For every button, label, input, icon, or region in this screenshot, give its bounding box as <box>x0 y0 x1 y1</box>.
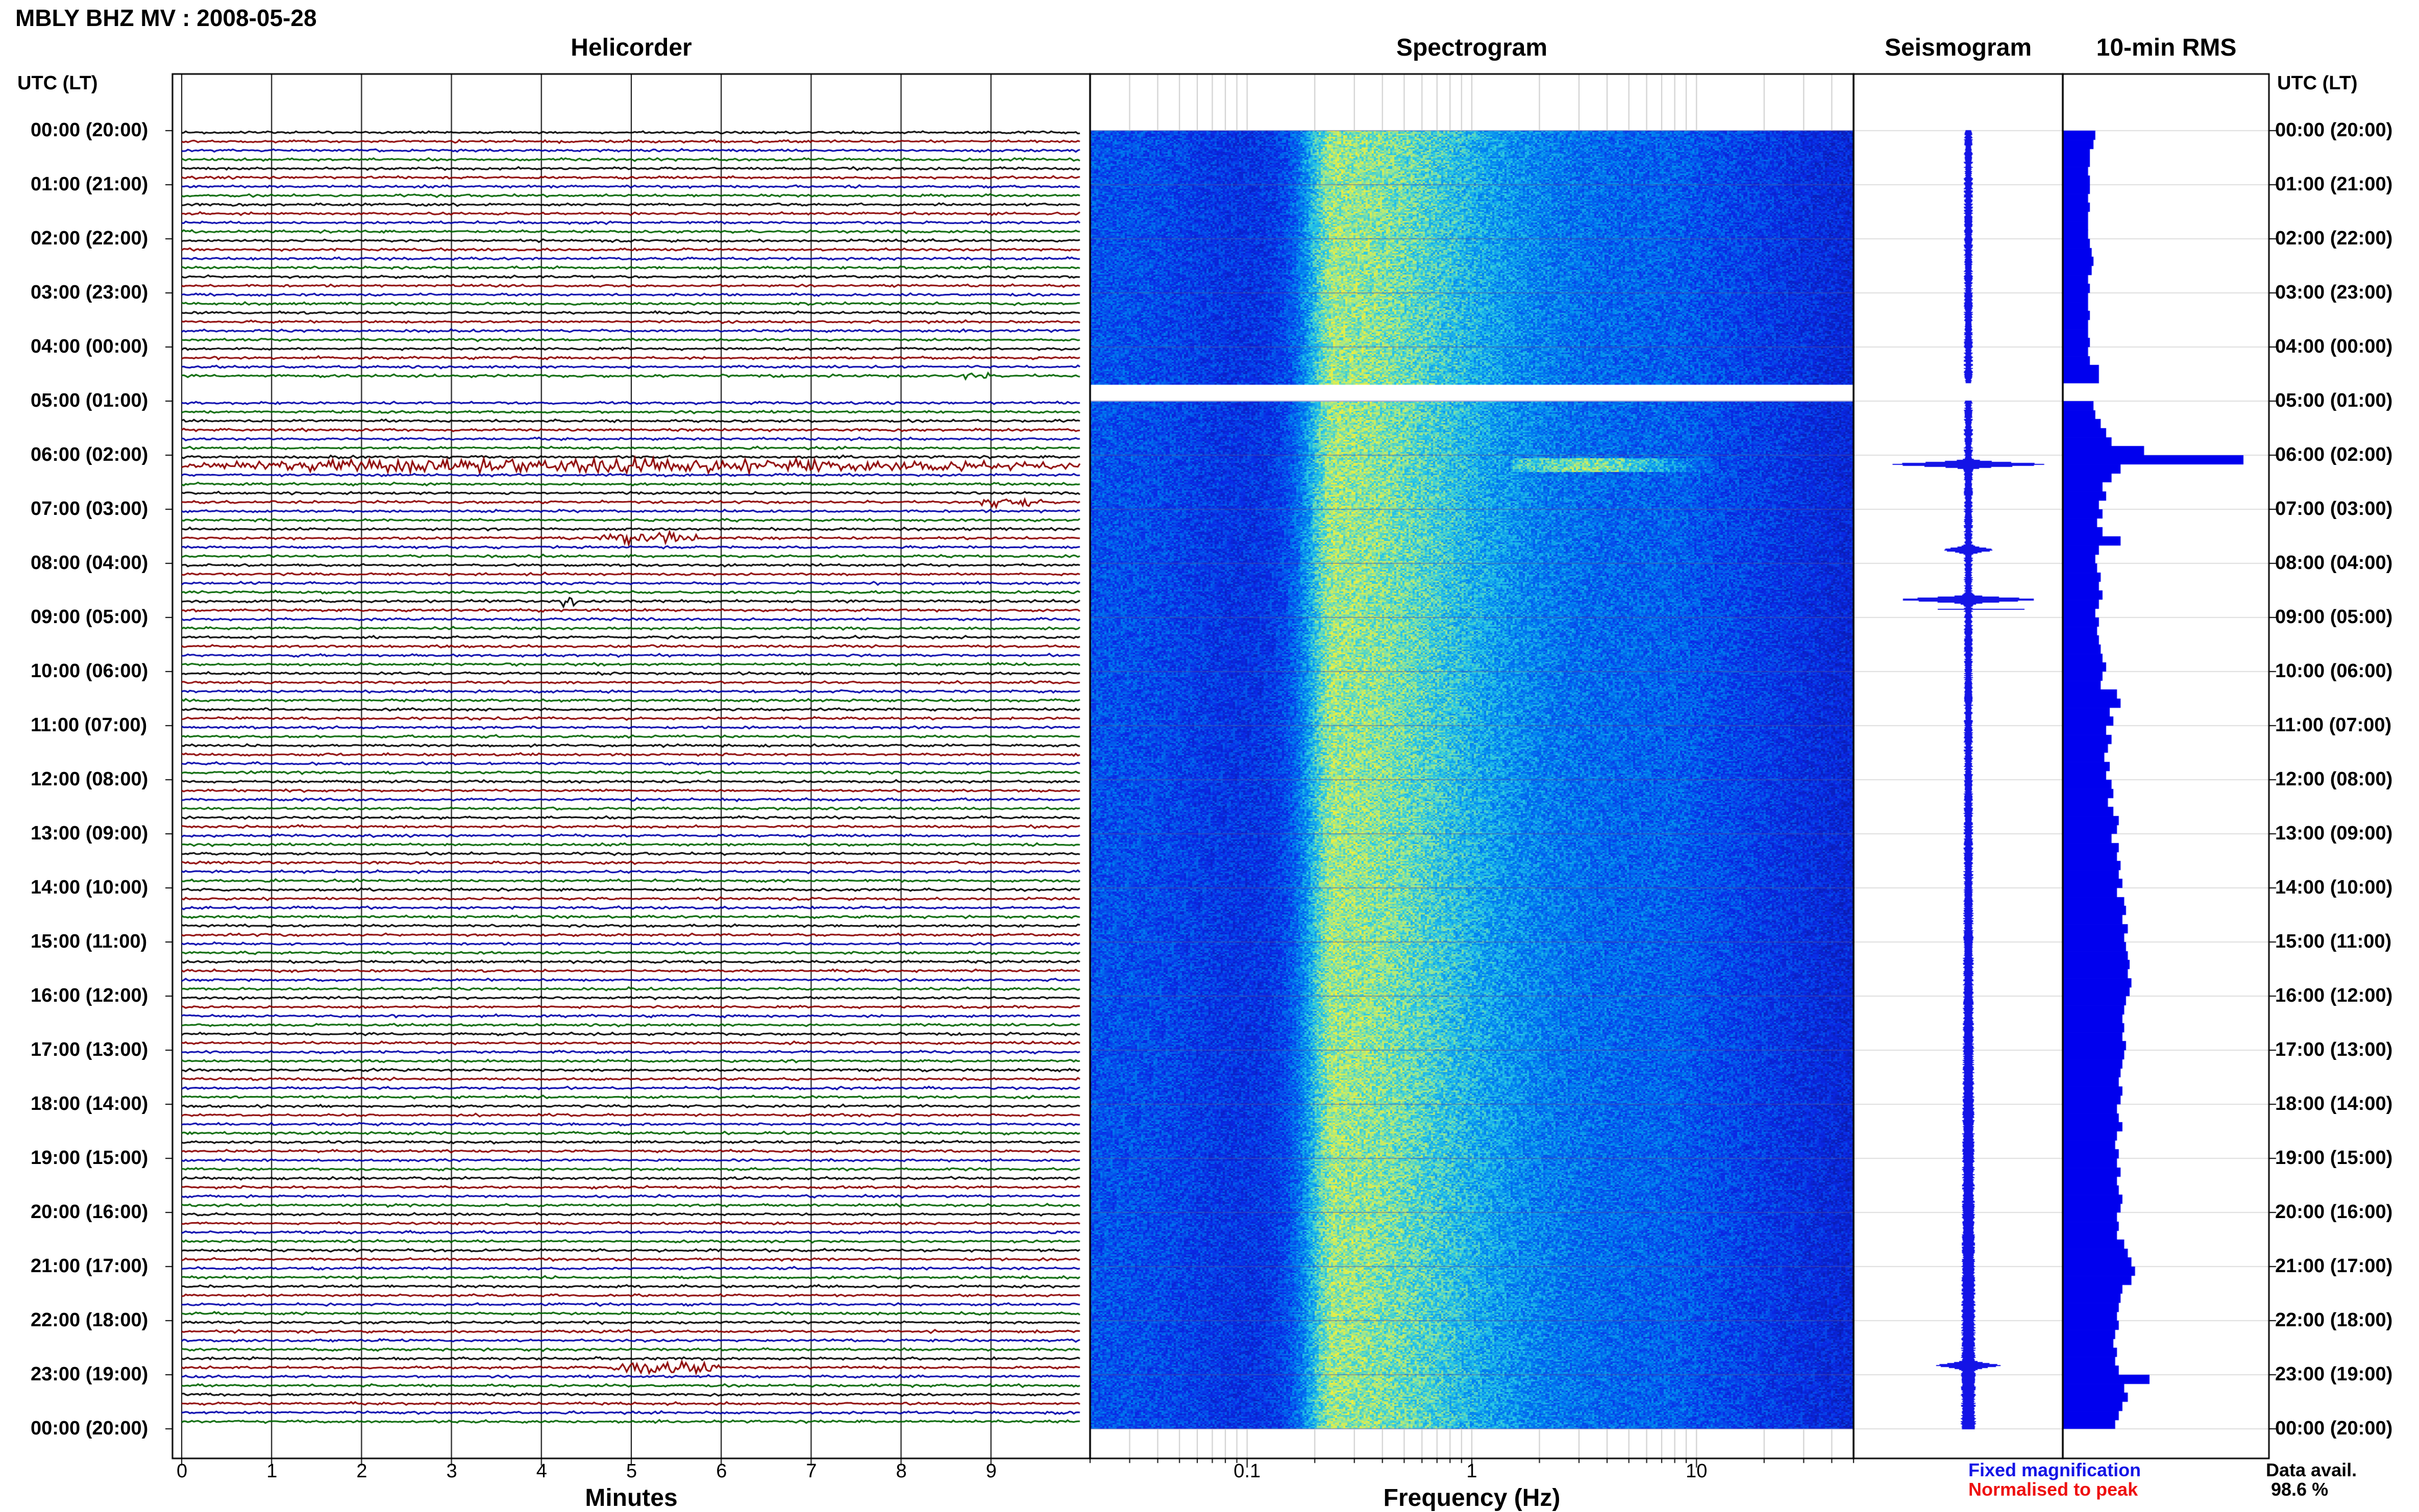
y-label-right: 07:00 (03:00) <box>2275 498 2393 519</box>
y-label-left: 07:00 (03:00) <box>31 498 149 519</box>
y-label-left: 19:00 (15:00) <box>31 1147 149 1169</box>
y-label-left: 00:00 (20:00) <box>31 1418 149 1439</box>
y-label-left: 22:00 (18:00) <box>31 1309 149 1331</box>
y-label-left: 20:00 (16:00) <box>31 1201 149 1223</box>
y-label-right: 21:00 (17:00) <box>2275 1255 2393 1277</box>
helicorder-x-label: Minutes <box>585 1484 678 1511</box>
y-label-left: 01:00 (21:00) <box>31 173 149 195</box>
y-label-right: 18:00 (14:00) <box>2275 1093 2393 1114</box>
spectrogram-title: Spectrogram <box>1396 34 1548 61</box>
y-label-left: 13:00 (09:00) <box>31 823 149 844</box>
y-label-left: 12:00 (08:00) <box>31 769 149 790</box>
y-label-right: 02:00 (22:00) <box>2275 228 2393 249</box>
y-label-left: 21:00 (17:00) <box>31 1255 149 1277</box>
y-label-left: 14:00 (10:00) <box>31 877 149 898</box>
y-label-right: 01:00 (21:00) <box>2275 173 2393 195</box>
spectrogram-x-tick: 1 <box>1466 1460 1477 1482</box>
helicorder-x-tick: 0 <box>177 1460 188 1482</box>
data-availability-value: 98.6 % <box>2271 1479 2329 1500</box>
y-label-right: 17:00 (13:00) <box>2275 1039 2393 1060</box>
y-label-right: 12:00 (08:00) <box>2275 769 2393 790</box>
legend-normalised-to-peak: Normalised to peak <box>1968 1479 2138 1500</box>
y-label-right: 03:00 (23:00) <box>2275 282 2393 303</box>
y-label-right: 14:00 (10:00) <box>2275 877 2393 898</box>
seismogram-title: Seismogram <box>1884 34 2032 61</box>
helicorder-x-tick: 3 <box>446 1460 457 1482</box>
y-label-right: 05:00 (01:00) <box>2275 390 2393 411</box>
helicorder-x-tick: 4 <box>536 1460 547 1482</box>
data-availability-label: Data avail. <box>2266 1459 2357 1480</box>
y-label-left: 09:00 (05:00) <box>31 606 149 628</box>
y-label-left: 23:00 (19:00) <box>31 1364 149 1385</box>
y-label-left: 04:00 (00:00) <box>31 336 149 357</box>
y-label-left: 06:00 (02:00) <box>31 444 149 465</box>
y-label-left: 10:00 (06:00) <box>31 660 149 682</box>
y-label-right: 11:00 (07:00) <box>2275 714 2392 736</box>
legend-fixed-magnification: Fixed magnification <box>1968 1459 2141 1480</box>
spectrogram-x-tick: 0.1 <box>1233 1460 1261 1482</box>
y-label-right: 10:00 (06:00) <box>2275 660 2393 682</box>
helicorder-x-tick: 2 <box>356 1460 367 1482</box>
helicorder-x-tick: 1 <box>266 1460 278 1482</box>
y-label-left: 18:00 (14:00) <box>31 1093 149 1114</box>
y-label-right: 00:00 (20:00) <box>2275 1418 2393 1439</box>
spectrogram-x-tick: 10 <box>1686 1460 1708 1482</box>
y-label-left: 15:00 (11:00) <box>31 931 147 952</box>
y-label-right: 20:00 (16:00) <box>2275 1201 2393 1223</box>
y-label-left: 03:00 (23:00) <box>31 282 149 303</box>
y-label-left: 08:00 (04:00) <box>31 552 149 574</box>
helicorder-x-tick: 9 <box>985 1460 997 1482</box>
y-label-left: 02:00 (22:00) <box>31 228 149 249</box>
helicorder-x-tick: 8 <box>896 1460 907 1482</box>
y-label-right: 15:00 (11:00) <box>2275 931 2392 952</box>
y-label-left: 00:00 (20:00) <box>31 119 149 141</box>
y-label-left: 11:00 (07:00) <box>31 714 147 736</box>
y-label-right: 22:00 (18:00) <box>2275 1309 2393 1331</box>
y-label-right: 23:00 (19:00) <box>2275 1364 2393 1385</box>
left-axis-header: UTC (LT) <box>17 72 98 94</box>
y-label-right: 00:00 (20:00) <box>2275 119 2393 141</box>
helicorder-x-tick: 5 <box>626 1460 637 1482</box>
y-label-right: 08:00 (04:00) <box>2275 552 2393 574</box>
y-label-right: 13:00 (09:00) <box>2275 823 2393 844</box>
helicorder-title: Helicorder <box>571 34 692 61</box>
right-axis-header: UTC (LT) <box>2277 72 2358 94</box>
spectrogram-x-label: Frequency (Hz) <box>1383 1484 1561 1511</box>
y-label-left: 05:00 (01:00) <box>31 390 149 411</box>
y-label-left: 16:00 (12:00) <box>31 985 149 1006</box>
helicorder-x-tick: 6 <box>716 1460 727 1482</box>
y-label-right: 04:00 (00:00) <box>2275 336 2393 357</box>
y-label-left: 17:00 (13:00) <box>31 1039 149 1060</box>
page-title: MBLY BHZ MV : 2008-05-28 <box>15 5 317 31</box>
y-label-right: 06:00 (02:00) <box>2275 444 2393 465</box>
y-label-right: 16:00 (12:00) <box>2275 985 2393 1006</box>
helicorder-x-tick: 7 <box>806 1460 817 1482</box>
rms-title: 10-min RMS <box>2096 34 2237 61</box>
y-label-right: 19:00 (15:00) <box>2275 1147 2393 1169</box>
y-label-right: 09:00 (05:00) <box>2275 606 2393 628</box>
